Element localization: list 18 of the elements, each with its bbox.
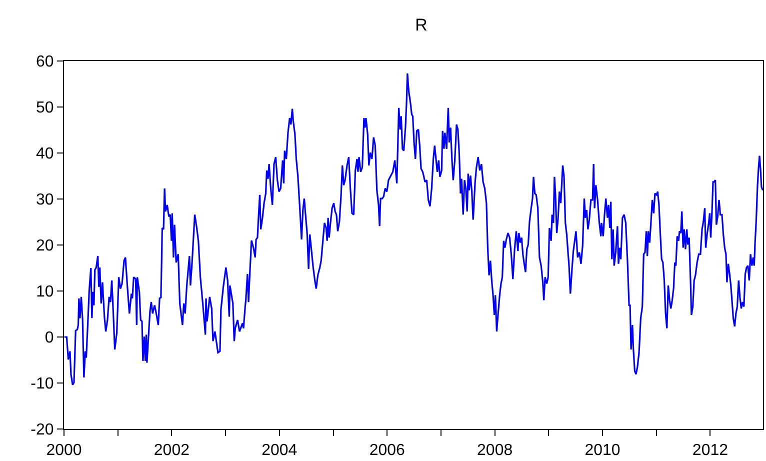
y-tick-label: 10 [36, 284, 54, 301]
x-tick-label: 2006 [369, 442, 406, 460]
y-tick-label: 40 [36, 146, 54, 163]
x-tick-label: 2000 [46, 442, 82, 460]
chart-title: R [415, 15, 428, 34]
y-tick-label: -20 [30, 422, 54, 439]
y-tick-label: 0 [44, 330, 54, 347]
y-tick-label: 50 [36, 100, 54, 117]
y-tick-label: 20 [36, 238, 54, 255]
x-tick-label: 2010 [584, 442, 620, 460]
x-tick-label: 2008 [477, 442, 513, 460]
x-tick-label: 2002 [154, 442, 190, 460]
y-tick-label: -10 [30, 376, 54, 393]
y-tick-label: 60 [36, 54, 54, 71]
x-tick-label: 2012 [692, 442, 728, 460]
y-tick-label: 30 [36, 192, 54, 209]
line-series [64, 72, 763, 386]
x-tick-label: 2004 [262, 442, 298, 460]
